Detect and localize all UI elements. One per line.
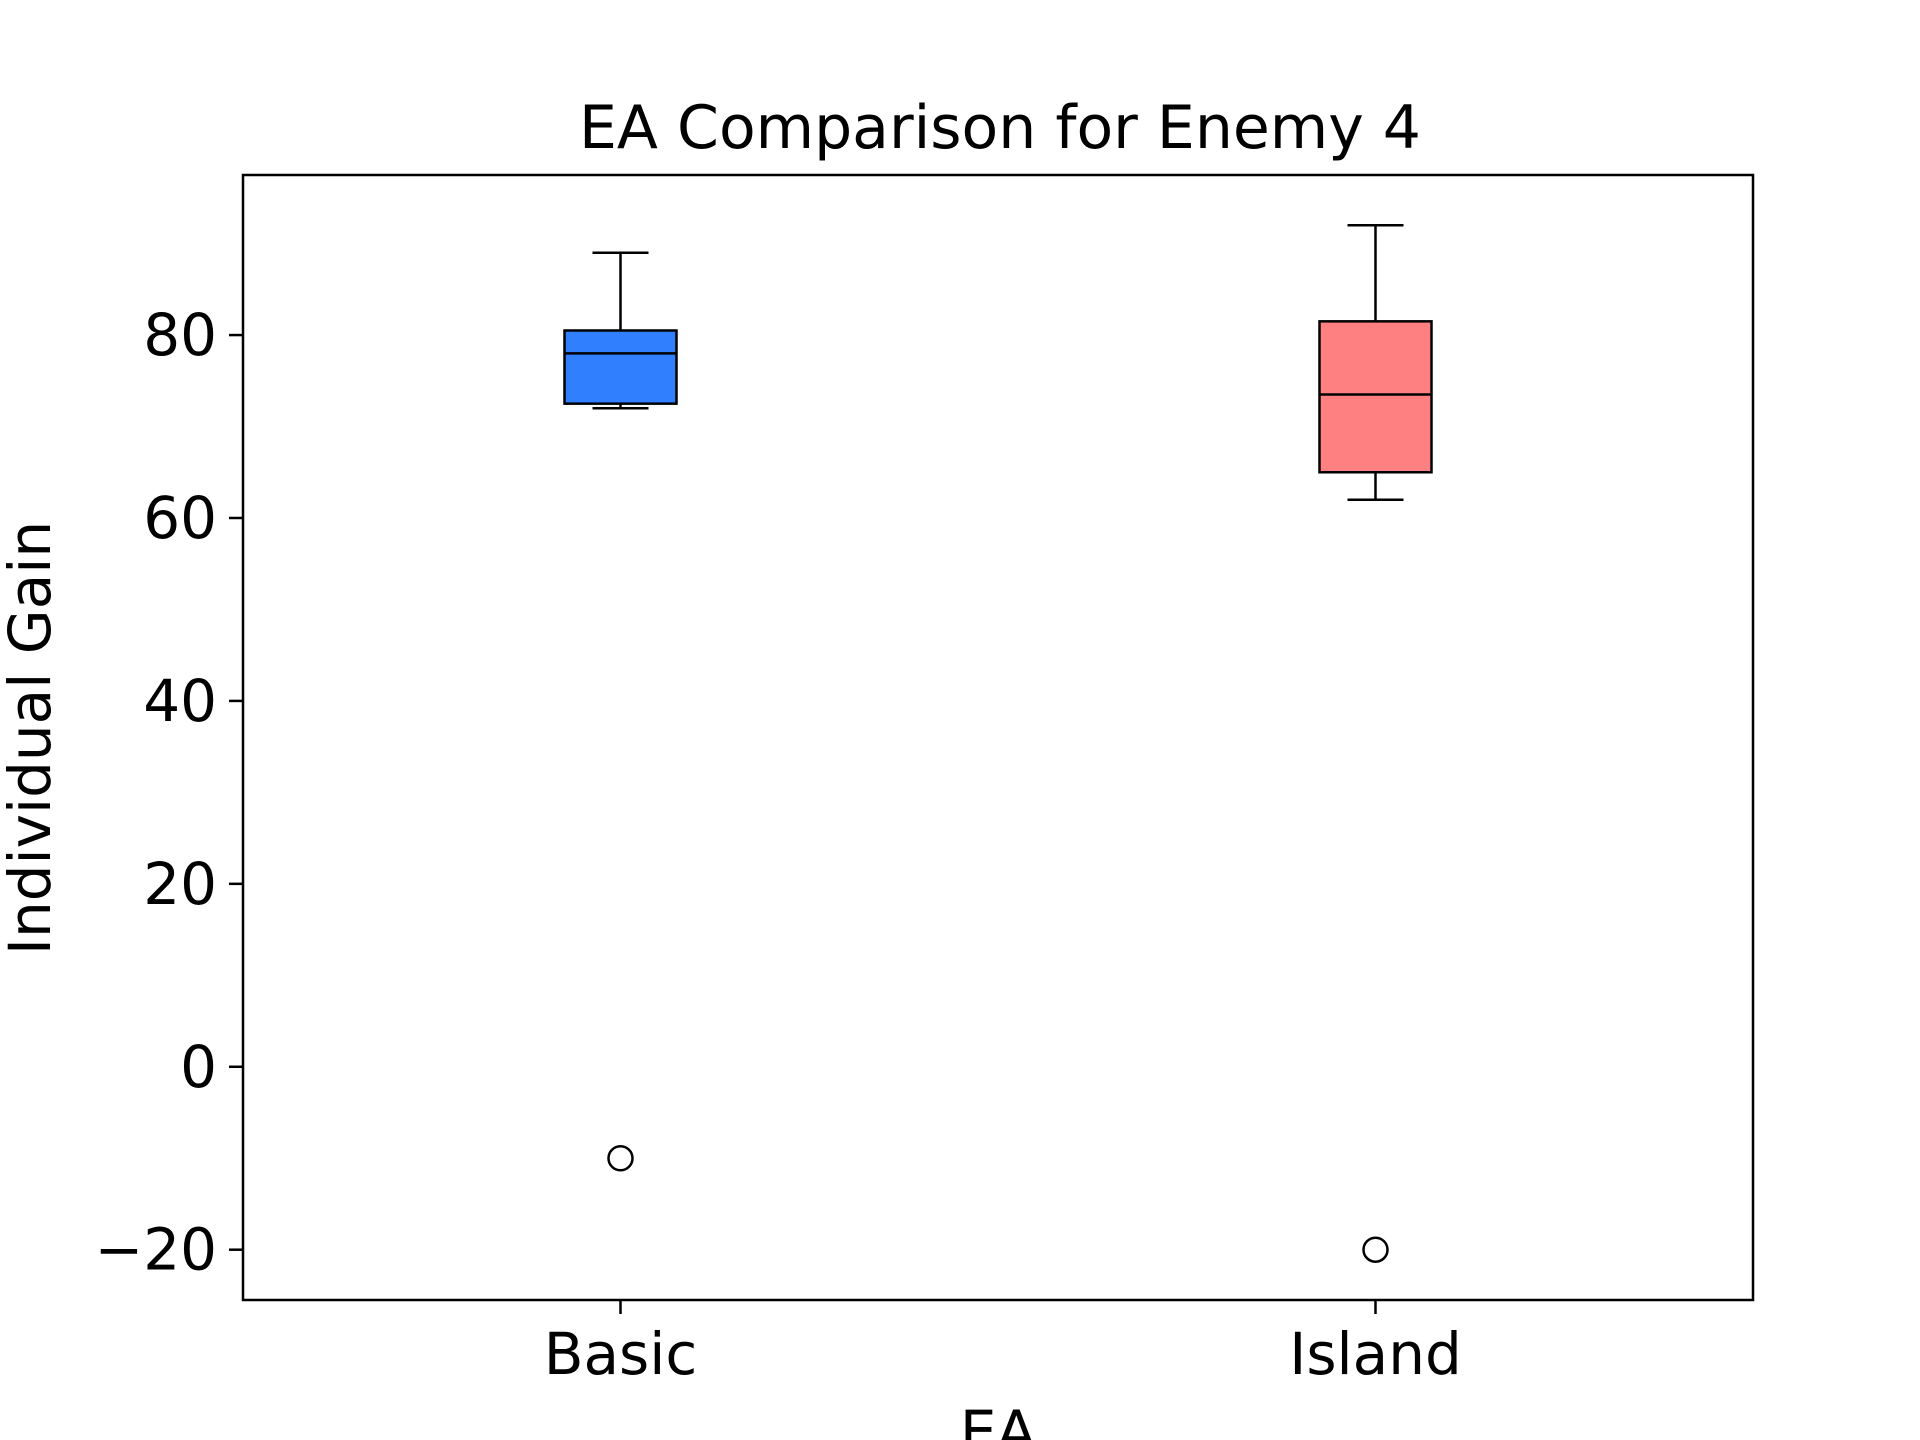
x-axis-label: EA — [960, 1398, 1037, 1440]
iqr-box — [563, 329, 678, 405]
y-tick-label: 80 — [143, 301, 217, 369]
y-axis: −20 0 20 40 60 80 — [95, 301, 243, 1284]
y-axis-label: Individual Gain — [0, 521, 64, 955]
y-tick-label: −20 — [95, 1216, 217, 1284]
iqr-box — [1318, 320, 1433, 474]
x-tick-label: Island — [1289, 1320, 1462, 1388]
box-basic — [563, 251, 678, 1172]
outlier-point — [1362, 1236, 1389, 1263]
box-island — [1318, 224, 1433, 1263]
outlier-point — [607, 1144, 634, 1172]
x-tick-label: Basic — [544, 1320, 698, 1388]
y-tick-label: 40 — [143, 667, 217, 735]
y-tick-label: 20 — [143, 850, 217, 918]
boxes-group — [563, 224, 1433, 1263]
y-tick-label: 60 — [143, 484, 217, 552]
plot-area — [241, 173, 1755, 1302]
y-tick-label: 0 — [180, 1033, 217, 1101]
x-axis: Basic Island — [544, 1300, 1462, 1388]
chart-title: EA Comparison for Enemy 4 — [579, 93, 1421, 163]
